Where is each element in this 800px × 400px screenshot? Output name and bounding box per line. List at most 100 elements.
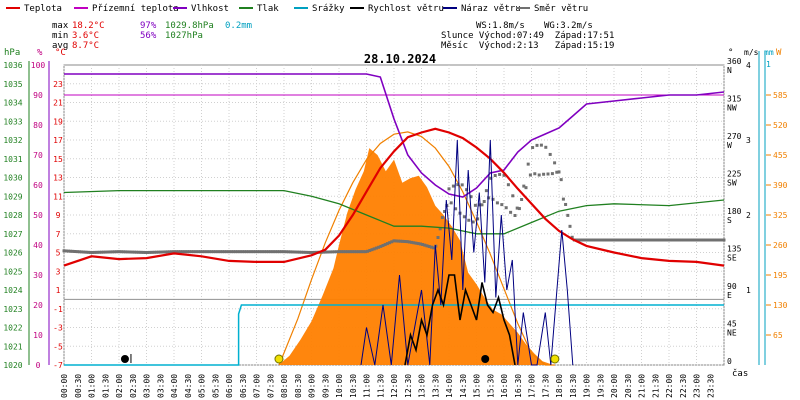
- wind-direction-dot: [335, 250, 339, 254]
- pressure-tick: 1031: [3, 155, 22, 164]
- wind-direction-dot: [645, 238, 649, 242]
- stat-min-temp: 3.6°C: [72, 31, 99, 41]
- wind-direction-dot: [341, 250, 345, 254]
- wind-direction-dot: [660, 238, 664, 242]
- wind-direction-dot: [473, 203, 477, 207]
- legend-label: Rychlost větru: [368, 4, 444, 14]
- wind-direction-dot: [324, 250, 328, 254]
- wind-direction-dot: [344, 250, 348, 254]
- wind-direction-dot: [148, 250, 152, 254]
- wind-direction-dot: [674, 238, 678, 242]
- x-tick-label: 12:00: [390, 374, 399, 398]
- wind-direction-dot: [236, 250, 240, 254]
- wind-direction-dot: [707, 238, 711, 242]
- temperature-tick: 1: [56, 286, 61, 295]
- stat-wg: WG:3.2m/s: [544, 21, 593, 31]
- x-tick-label: 08:00: [280, 374, 289, 398]
- x-tick-label: 09:30: [321, 374, 330, 398]
- wind-direction-tick: 360: [727, 57, 742, 66]
- wind-direction-dot: [258, 250, 262, 254]
- wind-direction-dot: [330, 250, 334, 254]
- x-tick-label: 03:30: [156, 374, 165, 398]
- wind-direction-dot: [159, 250, 163, 254]
- wind-direction-label: W: [727, 141, 732, 150]
- wind-direction-dot: [427, 245, 431, 248]
- wind-direction-dot: [579, 238, 583, 242]
- wind-direction-dot: [467, 218, 471, 222]
- x-tick-label: 05:30: [211, 374, 220, 398]
- x-tick-label: 08:30: [294, 374, 303, 398]
- x-tick-label: 10:30: [349, 374, 358, 398]
- wind-direction-dot: [682, 238, 686, 242]
- wind-direction-dot: [667, 238, 671, 242]
- wind-direction-dot: [286, 250, 290, 254]
- wind-direction-dot: [537, 173, 541, 177]
- wind-direction-dot: [251, 250, 255, 254]
- wind-direction-dot: [583, 238, 587, 242]
- wind-direction-dot: [165, 250, 169, 254]
- wind-direction-dot: [267, 250, 271, 254]
- x-tick-label: 04:30: [184, 374, 193, 398]
- temperature-tick: -3: [53, 324, 63, 333]
- wind-direction-dot: [392, 239, 396, 243]
- wind-direction-dot: [685, 238, 689, 242]
- wind-direction-dot: [447, 187, 451, 191]
- wind-direction-dot: [280, 250, 284, 254]
- x-tick-label: 07:30: [266, 374, 275, 398]
- x-tick-label: 11:00: [363, 374, 372, 398]
- wind-direction-dot: [350, 250, 354, 254]
- temperature-tick: 5: [56, 249, 61, 258]
- wind-direction-dot: [102, 250, 106, 254]
- wind-direction-dot: [198, 250, 202, 254]
- temperature-unit: °C: [55, 48, 66, 58]
- wind-direction-dot: [590, 238, 594, 242]
- wind-direction-dot: [190, 250, 194, 254]
- wind-direction-dot: [535, 143, 539, 147]
- wind-direction-dot: [231, 250, 235, 254]
- wind-direction-dot: [91, 250, 95, 254]
- wind-direction-dot: [66, 249, 70, 253]
- wind-direction-dot: [663, 238, 667, 242]
- wind-direction-dot: [328, 250, 332, 254]
- x-tick-label: 07:00: [253, 374, 262, 398]
- wind-direction-dot: [599, 238, 603, 242]
- wind-direction-dot: [183, 250, 187, 254]
- x-tick-label: 04:00: [170, 374, 179, 398]
- wind-direction-label: NE: [727, 329, 737, 338]
- wind-direction-dot: [506, 183, 510, 187]
- wind-direction-dot: [482, 199, 486, 203]
- radiation-theoretical-line: [278, 131, 555, 366]
- wind-direction-dot: [693, 238, 697, 242]
- wind-direction-dot: [493, 174, 497, 178]
- wind-direction-label: NW: [727, 104, 737, 113]
- wind-direction-dot: [348, 250, 352, 254]
- wind-direction-dot: [99, 250, 103, 254]
- wind-direction-dot: [104, 250, 108, 254]
- wind-direction-dot: [526, 162, 530, 166]
- wind-direction-dot: [363, 250, 367, 254]
- radiation-area: [278, 148, 554, 365]
- wind-direction-dot: [86, 250, 90, 254]
- wind-direction-dot: [128, 250, 132, 254]
- pressure-line: [63, 189, 725, 235]
- wind-direction-dot: [669, 238, 673, 242]
- wind-direction-dot: [302, 250, 306, 254]
- pressure-tick: 1030: [3, 174, 22, 183]
- wind-direction-dot: [594, 238, 598, 242]
- wind-direction-dot: [517, 207, 521, 211]
- wind-direction-dot: [647, 238, 651, 242]
- x-tick-label: 22:30: [679, 374, 688, 398]
- x-tick-label: 06:30: [239, 374, 248, 398]
- wind-direction-dot: [586, 238, 590, 242]
- wind-direction-dot: [117, 250, 121, 254]
- wind-direction-tick: 135: [727, 245, 742, 254]
- wind-direction-dot: [630, 238, 634, 242]
- wind-direction-dot: [256, 250, 260, 254]
- temperature-tick: 17: [53, 136, 63, 145]
- wind-speed-tick: 4: [746, 61, 751, 70]
- wind-direction-dot: [368, 248, 372, 252]
- pressure-tick: 1036: [3, 61, 22, 70]
- stat-max-hum: 97%: [140, 21, 157, 31]
- wind-direction-dot: [561, 197, 565, 201]
- wind-direction-dot: [550, 172, 554, 176]
